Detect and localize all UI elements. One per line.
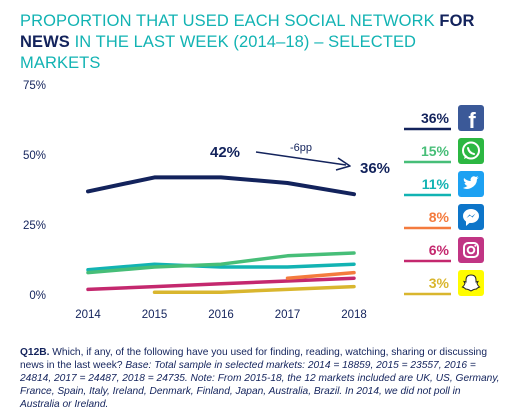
whatsapp-icon bbox=[458, 138, 484, 164]
y-tick-label: 50% bbox=[23, 150, 46, 162]
chart-title: PROPORTION THAT USED EACH SOCIAL NETWORK… bbox=[20, 11, 500, 74]
messenger-icon bbox=[458, 204, 484, 230]
footnote-question-label: Q12B. bbox=[20, 347, 50, 358]
y-tick-label: 25% bbox=[23, 220, 46, 232]
legend-value-facebook: 36% bbox=[421, 110, 450, 126]
series-line-instagram bbox=[86, 276, 356, 292]
annotation-arrow-head bbox=[335, 157, 351, 171]
x-tick-label: 2014 bbox=[75, 309, 101, 321]
series-line-messenger bbox=[285, 270, 356, 280]
legend-value-messenger: 8% bbox=[429, 209, 450, 225]
x-tick-label: 2016 bbox=[208, 309, 234, 321]
footnote-base: Base: Total sample in selected markets: … bbox=[20, 360, 500, 410]
footnote-question: Which, if any, of the following have you… bbox=[20, 347, 488, 371]
legend-value-instagram: 6% bbox=[429, 242, 450, 258]
title-part-2: FOR NEWS bbox=[20, 12, 475, 51]
x-tick-label: 2017 bbox=[275, 309, 301, 321]
annotation-change-label: -6pp bbox=[290, 142, 312, 154]
legend-value-snapchat: 3% bbox=[429, 275, 450, 291]
twitter-icon bbox=[458, 171, 484, 197]
series-line-whatsapp bbox=[86, 251, 356, 275]
series-line-twitter bbox=[86, 262, 356, 272]
line-chart: 0% 25% 50% 75% 2014 2015 2016 2017 2018 36% 15% 11%… bbox=[23, 80, 451, 321]
series-line-facebook bbox=[86, 175, 356, 197]
legend-value-whatsapp: 15% bbox=[421, 143, 450, 159]
instagram-icon bbox=[458, 237, 484, 263]
legend-value-twitter: 11% bbox=[422, 176, 450, 192]
title-part-3: IN THE LAST WEEK (2014–18) – SELECTED MA… bbox=[20, 33, 417, 72]
y-tick-label: 0% bbox=[29, 290, 46, 302]
facebook-icon: f bbox=[458, 105, 484, 131]
snapchat-icon bbox=[458, 270, 484, 296]
x-tick-label: 2015 bbox=[142, 309, 168, 321]
y-tick-label: 75% bbox=[23, 80, 46, 92]
series-line-snapchat bbox=[152, 284, 356, 294]
svg-text:f: f bbox=[468, 108, 476, 131]
annotation-arrow-line bbox=[255, 151, 347, 166]
x-tick-label: 2018 bbox=[341, 309, 367, 321]
title-part-1: PROPORTION THAT USED EACH SOCIAL NETWORK bbox=[20, 12, 440, 30]
footnote: Q12B. Which, if any, of the following ha… bbox=[20, 346, 500, 411]
annotation-end-label: 36% bbox=[360, 160, 390, 177]
annotation-peak-label: 42% bbox=[210, 144, 240, 161]
